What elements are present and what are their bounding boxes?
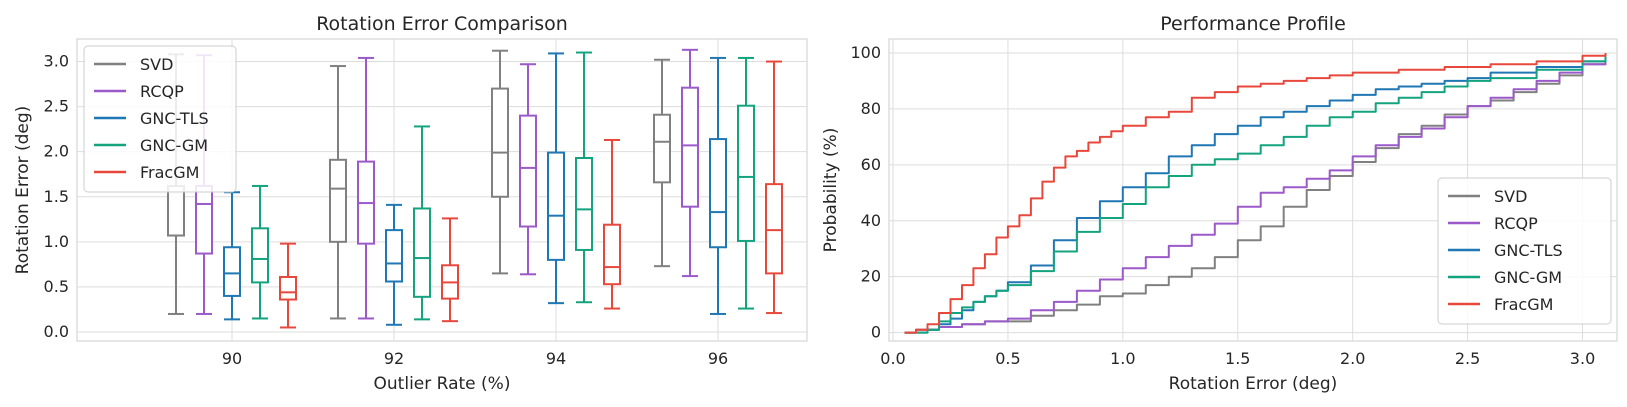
box-gnc-tls-94 [547, 52, 565, 305]
y-tick-label: 80 [861, 99, 881, 118]
legend-frame [83, 45, 237, 193]
iqr-box [709, 138, 727, 249]
iqr-box [681, 86, 699, 208]
iqr-box [329, 158, 347, 243]
iqr-box [413, 207, 431, 298]
legend-label-svd: SVD [1494, 187, 1527, 206]
box-fracgm-96 [765, 60, 783, 315]
box-gnc-gm-96 [737, 56, 755, 310]
series-line-rcqp [904, 55, 1607, 334]
iqr-box [575, 156, 593, 251]
box-svd-94 [491, 49, 509, 275]
y-tick-label: 0.0 [44, 322, 69, 341]
y-tick-label: 2.5 [44, 97, 69, 116]
box-plot-title: Rotation Error Comparison [316, 13, 568, 35]
x-tick-label: 3.0 [1570, 349, 1595, 368]
iqr-box [223, 246, 241, 297]
legend-label-gnc-tls: GNC-TLS [1494, 241, 1563, 260]
box-plot-y-ticks: 0.0 0.5 1.0 1.5 2.0 2.5 3.0 [44, 52, 69, 341]
box-plot-legend: SVD RCQP GNC-TLS GNC-GM FracGM [83, 45, 237, 193]
x-tick-label: 0.5 [995, 349, 1020, 368]
box-gnc-tls-92 [385, 203, 403, 326]
y-tick-label: 20 [861, 267, 881, 286]
x-tick-label: 2.0 [1340, 349, 1365, 368]
series-line-fracgm [904, 53, 1607, 334]
y-tick-label: 0 [871, 323, 881, 342]
iqr-box [603, 223, 621, 286]
box-gnc-tls-96 [709, 56, 727, 315]
legend-label-svd: SVD [140, 55, 173, 74]
box-rcqp-96 [681, 48, 699, 278]
y-tick-label: 3.0 [44, 52, 69, 71]
box-rcqp-94 [519, 63, 537, 276]
iqr-box [519, 114, 537, 228]
series-line-gnc-gm [904, 55, 1607, 334]
box-rcqp-92 [357, 56, 375, 320]
legend-label-fracgm: FracGM [1494, 295, 1553, 314]
legend-label-fracgm: FracGM [140, 163, 199, 182]
y-tick-label: 2.0 [44, 142, 69, 161]
iqr-box [167, 184, 185, 237]
performance-profile-title: Performance Profile [1160, 13, 1346, 35]
legend-label-gnc-gm: GNC-GM [140, 136, 208, 155]
iqr-box [385, 229, 403, 283]
legend-label-rcqp: RCQP [140, 82, 184, 101]
box-fracgm-94 [603, 138, 621, 310]
performance-profile-lines [904, 53, 1607, 334]
x-tick-label: 1.5 [1225, 349, 1250, 368]
box-plot-y-label: Rotation Error (deg) [13, 106, 33, 275]
x-tick-label: 1.0 [1110, 349, 1135, 368]
box-gnc-gm-94 [575, 51, 593, 304]
iqr-box [737, 104, 755, 242]
x-tick-label: 92 [384, 349, 404, 368]
y-tick-label: 1.5 [44, 187, 69, 206]
box-gnc-gm-90 [251, 184, 269, 320]
box-plot-panel: 0.0 0.5 1.0 1.5 2.0 2.5 3.0 90 92 94 96 Rotation … [13, 13, 808, 394]
performance-profile-y-label: Probability (%) [821, 128, 841, 253]
y-tick-label: 40 [861, 211, 881, 230]
x-tick-label: 0.0 [880, 349, 905, 368]
x-tick-label: 96 [708, 349, 728, 368]
box-plot-boxes [167, 48, 783, 329]
performance-profile-y-ticks: 0 20 40 60 80 100 [850, 43, 881, 342]
legend-label-gnc-tls: GNC-TLS [140, 109, 209, 128]
box-fracgm-92 [441, 217, 459, 323]
box-gnc-tls-90 [223, 191, 241, 321]
x-tick-label: 2.5 [1455, 349, 1480, 368]
box-plot-x-ticks: 90 92 94 96 [222, 349, 728, 368]
box-plot-x-label: Outlier Rate (%) [374, 374, 511, 394]
box-svd-92 [329, 65, 347, 320]
iqr-box [653, 113, 671, 184]
iqr-box [491, 87, 509, 198]
y-tick-label: 100 [850, 43, 881, 62]
x-tick-label: 90 [222, 349, 242, 368]
performance-profile-x-ticks: 0.0 0.5 1.0 1.5 2.0 2.5 3.0 [880, 349, 1595, 368]
y-tick-label: 0.5 [44, 277, 69, 296]
y-tick-label: 1.0 [44, 232, 69, 251]
iqr-box [195, 184, 213, 255]
box-svd-96 [653, 58, 671, 268]
performance-profile-panel: 0 20 40 60 80 100 0.0 0.5 1.0 1.5 2.0 2.5 3.0 Perfo… [821, 13, 1618, 394]
iqr-box [279, 275, 297, 301]
performance-profile-legend: SVD RCQP GNC-TLS GNC-GM FracGM [1437, 177, 1612, 325]
box-gnc-gm-92 [413, 125, 431, 321]
iqr-box [251, 227, 269, 284]
box-fracgm-90 [279, 242, 297, 329]
legend-label-gnc-gm: GNC-GM [1494, 268, 1562, 287]
iqr-box [547, 151, 565, 261]
performance-profile-x-label: Rotation Error (deg) [1169, 374, 1338, 394]
legend-label-rcqp: RCQP [1494, 214, 1538, 233]
legend-frame [1437, 177, 1612, 325]
y-tick-label: 60 [861, 155, 881, 174]
iqr-box [765, 183, 783, 275]
x-tick-label: 94 [546, 349, 566, 368]
